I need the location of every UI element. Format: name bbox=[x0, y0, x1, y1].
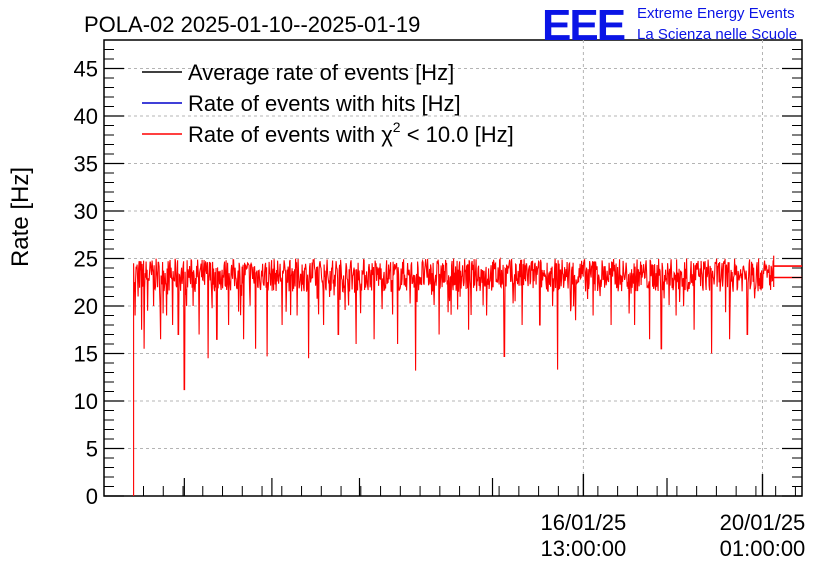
x-tick-label-date: 16/01/25 bbox=[541, 510, 627, 535]
eee-logo: EEE Extreme Energy Events La Scienza nel… bbox=[542, 1, 797, 50]
series-group bbox=[133, 255, 802, 496]
legend-label-hits: Rate of events with hits [Hz] bbox=[188, 91, 461, 116]
y-tick-label: 5 bbox=[86, 437, 98, 462]
x-tick-label-time: 13:00:00 bbox=[541, 536, 627, 561]
legend-chi2-suffix: < 10.0 [Hz] bbox=[401, 122, 514, 147]
legend-label-chi2: Rate of events with χ2 < 10.0 [Hz] bbox=[188, 119, 514, 147]
y-tick-label: 10 bbox=[74, 389, 98, 414]
logo-mark: EEE bbox=[542, 1, 625, 50]
y-tick-label: 20 bbox=[74, 294, 98, 319]
x-tick-label-date: 20/01/25 bbox=[720, 510, 806, 535]
y-tick-label: 25 bbox=[74, 247, 98, 272]
grid bbox=[104, 40, 802, 496]
y-tick-label: 40 bbox=[74, 104, 98, 129]
y-axis-label: Rate [Hz] bbox=[7, 167, 34, 267]
logo-line2: La Scienza nelle Scuole bbox=[637, 26, 797, 43]
y-tick-label: 30 bbox=[74, 199, 98, 224]
y-tick-label: 15 bbox=[74, 342, 98, 367]
legend-chi-symbol: χ bbox=[381, 122, 393, 147]
legend: Average rate of events [Hz] Rate of even… bbox=[142, 60, 514, 147]
y-tick-label: 35 bbox=[74, 152, 98, 177]
y-tick-label: 0 bbox=[86, 484, 98, 509]
legend-chi-sup: 2 bbox=[393, 119, 401, 135]
legend-chi2-prefix: Rate of events with bbox=[188, 122, 381, 147]
legend-label-average: Average rate of events [Hz] bbox=[188, 60, 454, 85]
x-tick-label-time: 01:00:00 bbox=[720, 536, 806, 561]
series-chi2-line bbox=[133, 257, 775, 496]
y-tick-label: 45 bbox=[74, 57, 98, 82]
logo-line1: Extreme Energy Events bbox=[637, 5, 795, 22]
chart-title: POLA-02 2025-01-10--2025-01-19 bbox=[84, 12, 420, 37]
